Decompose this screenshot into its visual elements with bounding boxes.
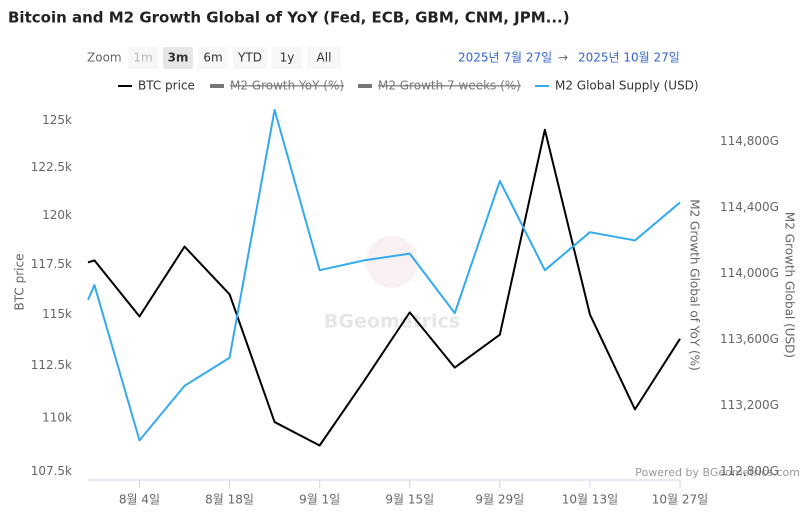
x-tick-label: 9월 29일 (475, 493, 524, 507)
zoom-button-label[interactable]: YTD (237, 51, 262, 65)
credit: Powered by BGeometrics.com (635, 466, 800, 479)
chart-title: Bitcoin and M2 Growth Global of YoY (Fed… (8, 9, 570, 27)
y-tick-label: 110k (42, 410, 72, 424)
range-from[interactable]: 2025년 7월 27일 (458, 51, 552, 65)
y3-axis-title: M2 Growth Global (USD) (783, 212, 797, 358)
y-tick-label: 117.5k (31, 257, 72, 271)
zoom-button-label[interactable]: 6m (203, 51, 222, 65)
y-tick-label: 125k (42, 113, 72, 127)
y2-tick-label: 113,600G (720, 332, 779, 346)
x-tick-label: 10월 13일 (562, 493, 618, 507)
zoom-label: Zoom (87, 51, 122, 65)
y-axis-title: BTC price (13, 254, 27, 311)
zoom-button[interactable] (272, 47, 302, 69)
y-tick-label: 112.5k (31, 358, 72, 372)
y2-axis-title: M2 Growth Global of YoY (%) (688, 199, 702, 371)
legend-label[interactable]: M2 Growth YoY (%) (230, 79, 344, 93)
y-tick-label: 122.5k (31, 160, 72, 174)
legend-label[interactable]: BTC price (138, 79, 195, 93)
zoom-button-label[interactable]: 1y (280, 51, 295, 65)
x-tick-label: 9월 1일 (299, 493, 340, 507)
x-tick-label: 9월 15일 (385, 493, 434, 507)
y2-tick-label: 113,200G (720, 398, 779, 412)
y2-tick-label: 114,000G (720, 266, 779, 280)
y-tick-label: 107.5k (31, 464, 72, 478)
y2-tick-label: 112,800G (720, 464, 779, 478)
zoom-button-label[interactable]: 1m (133, 51, 152, 65)
series-line (87, 128, 681, 447)
range-to[interactable]: 2025년 10월 27일 (578, 51, 680, 65)
y2-tick-label: 114,800G (720, 134, 779, 148)
zoom-button[interactable] (198, 47, 228, 69)
legend-label[interactable]: M2 Global Supply (USD) (555, 79, 699, 93)
zoom-button[interactable] (128, 47, 158, 69)
zoom-button-label[interactable]: 3m (168, 51, 189, 65)
x-tick-label: 8월 18일 (205, 493, 254, 507)
zoom-button-label[interactable]: All (317, 51, 332, 65)
range-arrow: → (558, 51, 568, 65)
legend-label[interactable]: M2 Growth 7 weeks (%) (378, 79, 521, 93)
y-tick-label: 115k (42, 307, 72, 321)
zoom-button[interactable] (233, 47, 267, 69)
y2-tick-label: 114,400G (720, 200, 779, 214)
zoom-button[interactable] (163, 47, 193, 69)
watermark-logo (366, 236, 418, 288)
zoom-button[interactable] (307, 47, 341, 69)
x-tick-label: 8월 4일 (119, 493, 160, 507)
y-tick-label: 120k (42, 208, 72, 222)
x-tick-label: 10월 27일 (652, 493, 708, 507)
watermark: BGeometrics (324, 311, 460, 333)
series-line (87, 108, 681, 442)
